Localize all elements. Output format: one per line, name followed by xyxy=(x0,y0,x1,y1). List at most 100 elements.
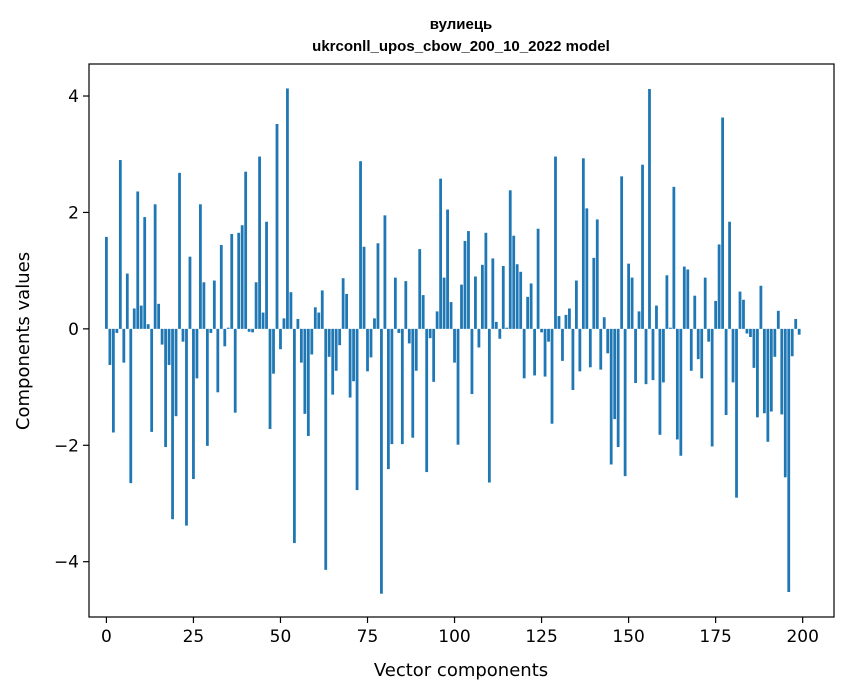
bar-68 xyxy=(341,278,345,329)
bar-156 xyxy=(648,89,651,329)
bar-107 xyxy=(477,328,481,348)
bar-178 xyxy=(724,328,728,416)
bar-29 xyxy=(205,328,209,446)
bar-26 xyxy=(195,328,199,379)
bar-140 xyxy=(592,257,596,329)
bar-174 xyxy=(710,328,714,447)
bar-57 xyxy=(303,328,307,414)
bar-145 xyxy=(609,328,613,465)
bar-179 xyxy=(728,221,731,329)
bar-150 xyxy=(627,263,630,329)
bar-99 xyxy=(449,302,453,329)
bar-96 xyxy=(439,178,443,329)
bar-18 xyxy=(167,328,171,365)
bar-147 xyxy=(616,328,620,448)
bar-21 xyxy=(178,172,181,329)
bar-169 xyxy=(693,295,697,329)
bar-0 xyxy=(105,236,108,329)
bar-41 xyxy=(247,328,251,332)
bar-66 xyxy=(334,328,338,371)
bar-111 xyxy=(491,258,495,329)
bar-103 xyxy=(463,240,467,329)
bar-112 xyxy=(494,321,498,329)
y-tick-label: −2 xyxy=(54,436,79,456)
bars-group xyxy=(105,88,801,594)
bar-27 xyxy=(199,204,202,329)
bar-42 xyxy=(251,328,255,333)
bar-132 xyxy=(564,314,568,329)
bar-89 xyxy=(414,328,418,371)
bar-14 xyxy=(153,204,157,329)
bar-171 xyxy=(700,328,704,379)
bar-51 xyxy=(282,318,286,329)
bar-195 xyxy=(783,328,787,478)
bar-72 xyxy=(355,328,359,491)
bar-8 xyxy=(132,308,136,329)
bar-129 xyxy=(554,156,557,329)
bar-192 xyxy=(773,328,777,357)
bar-3 xyxy=(115,328,119,333)
bar-153 xyxy=(637,311,641,329)
bar-189 xyxy=(762,328,766,414)
bar-5 xyxy=(122,328,126,363)
bar-131 xyxy=(561,328,564,361)
bar-197 xyxy=(790,328,794,357)
bar-116 xyxy=(508,190,512,329)
bar-92 xyxy=(425,328,429,473)
bar-104 xyxy=(467,231,470,329)
bar-22 xyxy=(181,328,185,342)
bar-9 xyxy=(136,191,140,329)
bar-123 xyxy=(533,328,536,376)
bar-17 xyxy=(164,328,167,448)
bar-142 xyxy=(599,328,603,370)
bar-141 xyxy=(595,219,599,329)
bar-32 xyxy=(216,328,220,393)
bar-126 xyxy=(543,328,547,377)
bar-119 xyxy=(519,271,523,329)
chart-title: вулиець xyxy=(430,16,493,33)
x-tick-label: 200 xyxy=(786,627,818,647)
bar-113 xyxy=(498,328,502,339)
bar-4 xyxy=(118,160,122,329)
bar-163 xyxy=(672,186,676,329)
bar-106 xyxy=(474,276,477,329)
bar-82 xyxy=(390,328,394,445)
bar-55 xyxy=(296,318,300,329)
bar-74 xyxy=(362,246,366,329)
bar-185 xyxy=(749,328,752,338)
bar-121 xyxy=(526,296,530,329)
bar-25 xyxy=(192,328,195,480)
bar-143 xyxy=(602,317,606,329)
bar-105 xyxy=(470,328,474,395)
x-tick-label: 175 xyxy=(699,627,731,647)
x-tick-label: 0 xyxy=(101,627,112,647)
bar-152 xyxy=(634,328,637,383)
bar-173 xyxy=(707,328,711,342)
bar-114 xyxy=(501,265,505,329)
bar-46 xyxy=(265,221,268,329)
bar-187 xyxy=(756,328,759,418)
x-axis-ticks: 0 25 50 75 100 125 150 175 200 xyxy=(101,617,819,647)
y-tick-label: −4 xyxy=(54,553,79,573)
bar-54 xyxy=(293,328,296,544)
bar-183 xyxy=(742,299,745,329)
x-tick-label: 75 xyxy=(357,627,379,647)
bar-146 xyxy=(613,328,617,420)
bar-91 xyxy=(421,295,425,329)
bar-93 xyxy=(428,328,432,339)
bar-62 xyxy=(320,290,324,329)
bar-134 xyxy=(571,328,575,390)
bar-108 xyxy=(481,264,484,329)
bar-115 xyxy=(505,327,509,329)
bar-7 xyxy=(129,328,133,484)
bar-157 xyxy=(651,328,655,381)
bar-38 xyxy=(237,232,241,329)
bar-122 xyxy=(529,283,533,329)
bar-23 xyxy=(185,328,188,526)
y-tick-label: 4 xyxy=(68,87,79,107)
bar-128 xyxy=(550,328,554,424)
bar-2 xyxy=(111,328,115,433)
bar-175 xyxy=(714,300,718,329)
y-axis-ticks: −4 −2 0 2 4 xyxy=(54,87,89,573)
